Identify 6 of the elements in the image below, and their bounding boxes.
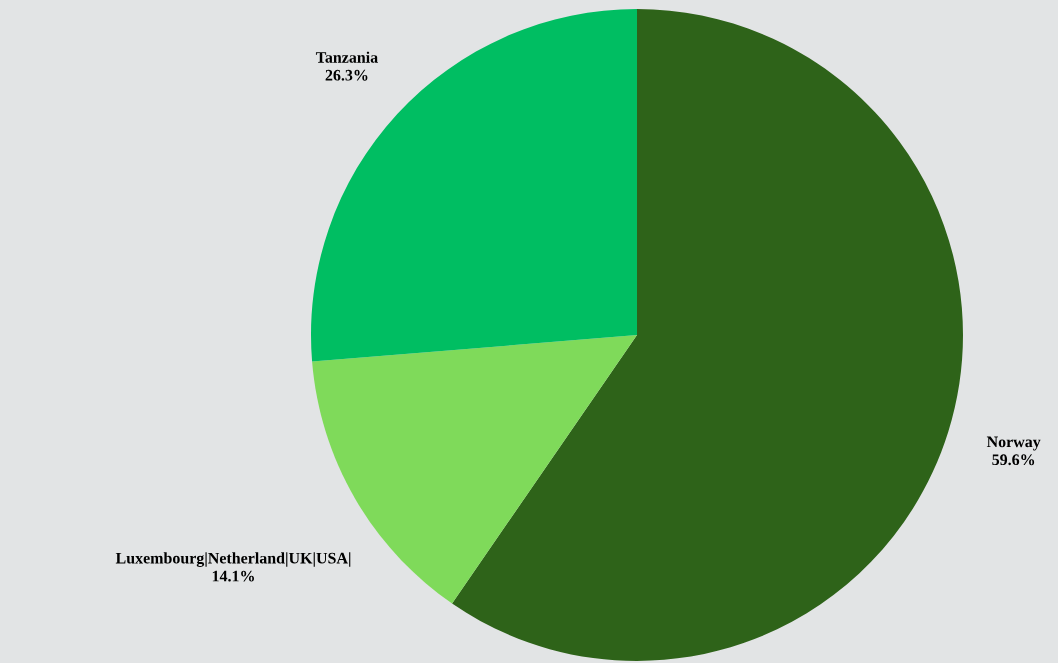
data-label: 14.1% [212,570,254,582]
slice-label: Norway [986,436,1041,451]
slice-label: Luxembourg|Netherland|UK|USA| [115,552,351,567]
data-label: 26.3% [325,69,368,81]
data-label: 59.6% [992,454,1035,466]
slice-label: Tanzania [315,51,378,63]
